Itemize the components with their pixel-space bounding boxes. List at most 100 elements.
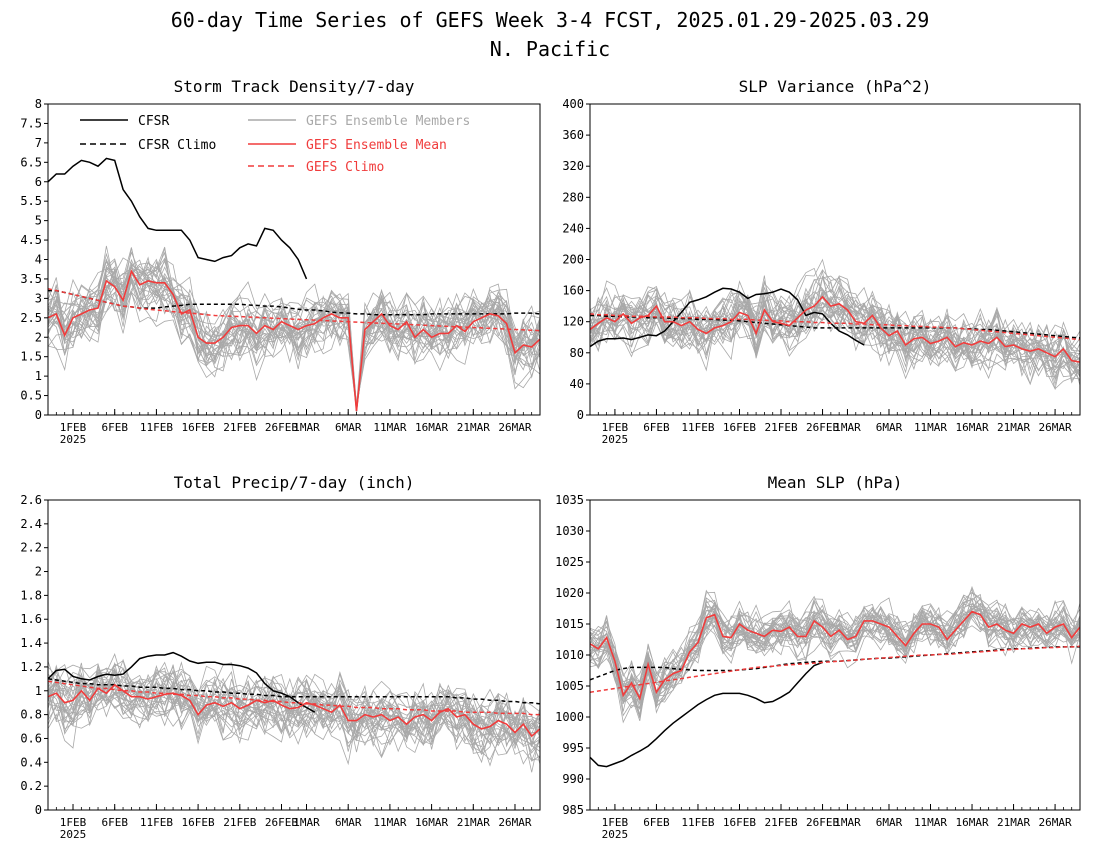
y-tick-label: 1010 bbox=[555, 648, 584, 662]
series-cfsr-line bbox=[48, 157, 308, 280]
y-tick-label: 200 bbox=[562, 253, 584, 267]
panel-title: SLP Variance (hPa^2) bbox=[739, 77, 932, 96]
ensemble-member-line bbox=[590, 604, 1080, 705]
y-tick-label: 0.6 bbox=[20, 731, 42, 745]
y-tick-label: 1 bbox=[35, 369, 42, 383]
series-gefs-ensemble-mean-line bbox=[48, 269, 540, 412]
x-tick-label: 21FEB bbox=[764, 421, 797, 434]
series-cfsr-line bbox=[48, 651, 316, 713]
x-tick-label: 1MAR bbox=[293, 816, 320, 829]
y-tick-label: 40 bbox=[570, 377, 584, 391]
x-tick-label: 21MAR bbox=[997, 816, 1030, 829]
figure-subtitle: N. Pacific bbox=[490, 37, 610, 61]
ensemble-member-line bbox=[590, 603, 1080, 700]
x-tick-label: 6MAR bbox=[335, 421, 362, 434]
y-tick-label: 5.5 bbox=[20, 194, 42, 208]
y-tick-label: 1035 bbox=[555, 493, 584, 507]
y-tick-label: 0.2 bbox=[20, 779, 42, 793]
ensemble-member-line bbox=[48, 660, 540, 746]
y-tick-label: 5 bbox=[35, 214, 42, 228]
x-tick-label: 11FEB bbox=[140, 421, 173, 434]
x-tick-label: 16FEB bbox=[182, 421, 215, 434]
panel-1: Storm Track Density/7-day 0 0.5 1 1.5 2 2.5 3 3.… bbox=[20, 77, 541, 446]
ensemble-member-line bbox=[48, 663, 540, 752]
x-tick-label: 26FEB bbox=[265, 816, 298, 829]
panel-3: Total Precip/7-day (inch)00.20.40.60.811… bbox=[20, 473, 541, 841]
panel-title: Total Precip/7-day (inch) bbox=[174, 473, 415, 492]
x-year-label: 2025 bbox=[60, 433, 87, 446]
x-tick-label: 21MAR bbox=[997, 421, 1030, 434]
x-tick-label: 6MAR bbox=[876, 816, 903, 829]
y-tick-label: 4 bbox=[35, 253, 42, 267]
x-tick-label: 11FEB bbox=[140, 816, 173, 829]
y-tick-label: 990 bbox=[562, 772, 584, 786]
y-tick-label: 0.4 bbox=[20, 755, 42, 769]
ensemble-member-line bbox=[48, 258, 540, 409]
y-tick-label: 1015 bbox=[555, 617, 584, 631]
y-tick-label: 1.6 bbox=[20, 612, 42, 626]
plot-area bbox=[590, 585, 1080, 768]
x-tick-label: 1FEB bbox=[602, 421, 629, 434]
y-tick-label: 4.5 bbox=[20, 233, 42, 247]
ensemble-member-line bbox=[590, 269, 1080, 386]
x-tick-label: 26FEB bbox=[806, 816, 839, 829]
y-tick-label: 2.6 bbox=[20, 493, 42, 507]
series-cfsr-climo-line bbox=[48, 678, 540, 705]
plot-area bbox=[48, 157, 540, 413]
x-tick-label: 21FEB bbox=[223, 816, 256, 829]
panel-title: Mean SLP (hPa) bbox=[768, 473, 903, 492]
y-tick-label: 360 bbox=[562, 128, 584, 142]
legend-label-ens-mean: GEFS Ensemble Mean bbox=[306, 138, 447, 153]
legend: CFSR CFSR Climo GEFS Ensemble Members GEFS … bbox=[80, 114, 470, 175]
y-tick-label: 2.5 bbox=[20, 311, 42, 325]
y-tick-label: 7.5 bbox=[20, 116, 42, 130]
x-year-label: 2025 bbox=[60, 828, 87, 841]
x-tick-label: 16MAR bbox=[415, 816, 448, 829]
x-tick-label: 11MAR bbox=[373, 816, 406, 829]
x-tick-label: 6FEB bbox=[101, 421, 128, 434]
series-gefs-ensemble-mean-line bbox=[590, 295, 1080, 363]
ensemble-member-line bbox=[590, 284, 1080, 381]
ensemble-member-line bbox=[48, 671, 540, 755]
x-tick-label: 26MAR bbox=[498, 816, 531, 829]
y-tick-label: 1.2 bbox=[20, 660, 42, 674]
ensemble-member-line bbox=[590, 599, 1080, 699]
y-tick-label: 2 bbox=[35, 565, 42, 579]
series-gefs-climo-line bbox=[48, 680, 540, 716]
y-tick-label: 985 bbox=[562, 803, 584, 817]
plot-area bbox=[590, 258, 1080, 391]
y-tick-label: 1 bbox=[35, 684, 42, 698]
y-tick-label: 2 bbox=[35, 330, 42, 344]
legend-label-cfsr-climo: CFSR Climo bbox=[138, 138, 216, 153]
y-tick-label: 0 bbox=[577, 408, 584, 422]
series-cfsr-climo-line bbox=[590, 314, 1080, 339]
ensemble-member-line bbox=[590, 269, 1080, 376]
ensemble-member-line bbox=[590, 600, 1080, 716]
ensemble-member-line bbox=[590, 280, 1080, 382]
series-cfsr-line bbox=[590, 661, 823, 768]
x-tick-label: 1FEB bbox=[602, 816, 629, 829]
series-gefs-climo-line bbox=[590, 645, 1080, 693]
y-tick-label: 1.8 bbox=[20, 588, 42, 602]
x-tick-label: 11MAR bbox=[914, 816, 947, 829]
y-tick-label: 1030 bbox=[555, 524, 584, 538]
y-tick-label: 6.5 bbox=[20, 155, 42, 169]
y-tick-label: 280 bbox=[562, 190, 584, 204]
y-tick-label: 2.4 bbox=[20, 517, 42, 531]
x-tick-label: 26MAR bbox=[1039, 421, 1072, 434]
x-tick-label: 11FEB bbox=[681, 421, 714, 434]
y-tick-label: 6 bbox=[35, 175, 42, 189]
ensemble-member-line bbox=[48, 272, 540, 407]
x-tick-label: 16FEB bbox=[182, 816, 215, 829]
ensemble-member-line bbox=[590, 589, 1080, 700]
ensemble-member-line bbox=[48, 662, 540, 753]
y-tick-label: 8 bbox=[35, 97, 42, 111]
ensemble-member-line bbox=[590, 258, 1080, 374]
x-tick-label: 6FEB bbox=[101, 816, 128, 829]
plot-area bbox=[48, 651, 540, 773]
y-tick-label: 400 bbox=[562, 97, 584, 111]
x-tick-label: 16FEB bbox=[723, 421, 756, 434]
y-tick-label: 1000 bbox=[555, 710, 584, 724]
y-tick-label: 1.4 bbox=[20, 636, 42, 650]
